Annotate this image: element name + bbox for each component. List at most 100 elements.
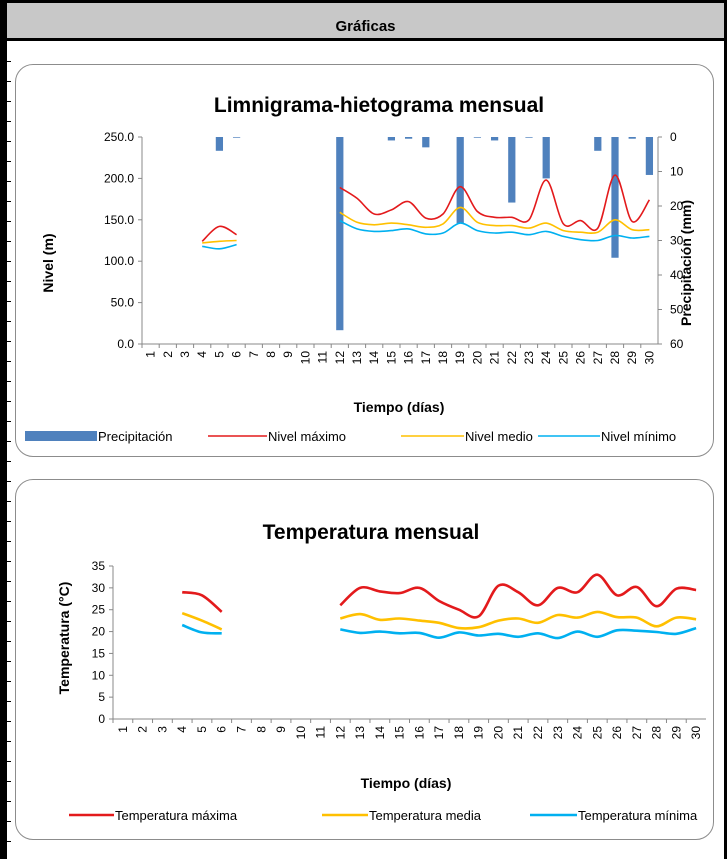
- x-tick-label: 9: [274, 726, 288, 733]
- x-tick-label: 11: [316, 351, 330, 364]
- series-line: [339, 573, 697, 619]
- legend-label: Temperatura mínima: [578, 808, 698, 823]
- y2-axis-label: Precipitación (mm): [678, 200, 694, 326]
- x-tick-label: 19: [453, 351, 467, 365]
- y-tick-label: 0.0: [117, 337, 134, 351]
- x-tick-label: 13: [353, 726, 367, 740]
- x-tick-label: 25: [556, 351, 570, 365]
- x-tick-label: 28: [650, 726, 664, 740]
- y-tick-label: 20: [92, 625, 106, 639]
- series-line: [202, 243, 237, 250]
- x-tick-label: 6: [230, 351, 244, 358]
- x-tick-label: 10: [298, 351, 312, 365]
- legend-label: Nivel medio: [465, 429, 533, 444]
- x-tick-label: 30: [689, 726, 703, 740]
- precip-bar: [542, 137, 550, 179]
- precip-bar: [611, 137, 619, 258]
- x-tick-label: 23: [551, 726, 565, 740]
- x-tick-label: 12: [333, 726, 347, 740]
- precip-bar: [525, 137, 533, 138]
- x-tick-label: 28: [608, 351, 622, 365]
- x-tick-label: 21: [488, 351, 502, 365]
- x-tick-label: 29: [669, 726, 683, 740]
- x-tick-label: 7: [247, 351, 261, 358]
- legend-label: Nivel máximo: [268, 429, 346, 444]
- x-tick-label: 16: [412, 726, 426, 740]
- x-tick-label: 22: [531, 726, 545, 740]
- x-tick-label: 3: [155, 726, 169, 733]
- precip-bar: [336, 137, 344, 331]
- y-tick-label: 50.0: [111, 296, 135, 310]
- precip-bar: [628, 137, 636, 139]
- y2-tick-label: 60: [670, 337, 684, 351]
- limnigrama-chart: Limnigrama-hietograma mensual 0.0 50.0 100…: [25, 94, 694, 444]
- precip-bar: [594, 137, 602, 151]
- sheet-row-ticks: [0, 41, 11, 859]
- x-tick-label: 1: [144, 351, 158, 358]
- legend-label: Nivel mínimo: [601, 429, 676, 444]
- x-tick-label: 8: [264, 351, 278, 358]
- x-tick-label: 22: [505, 351, 519, 365]
- x-tick-label: 24: [571, 726, 585, 740]
- x-tick-label: 15: [393, 726, 407, 740]
- precip-bar: [422, 137, 430, 148]
- x-tick-label: 14: [373, 726, 387, 740]
- x-tick-label: 12: [333, 351, 347, 365]
- y-tick-label: 200.0: [104, 171, 134, 185]
- series-line: [202, 239, 237, 244]
- x-tick-label: 26: [610, 726, 624, 740]
- y-tick-label: 15: [92, 646, 106, 660]
- x-tick-label: 25: [590, 726, 604, 740]
- precip-bar: [645, 137, 654, 175]
- x-tick-label: 7: [234, 726, 248, 733]
- header-bar: Gráficas: [7, 3, 724, 41]
- precip-bar: [215, 137, 224, 151]
- series-line: [201, 225, 238, 242]
- legend-label: Temperatura máxima: [115, 808, 238, 823]
- limnigrama-panel: Limnigrama-hietograma mensual 0.0 50.0 100…: [15, 64, 714, 457]
- temperatura-panel: Temperatura mensual 0 5 10 15 20 25 30 35 1 2 3 4 5 6…: [15, 479, 714, 840]
- x-tick-label: 19: [472, 726, 486, 740]
- x-tick-label: 15: [384, 351, 398, 365]
- x-tick-label: 27: [591, 351, 605, 365]
- x-tick-label: 23: [522, 351, 536, 365]
- x-tick-label: 5: [212, 351, 226, 358]
- y2-tick-label: 50: [670, 303, 684, 317]
- y-axis-label: Temperatura (°C): [56, 582, 72, 695]
- y-tick-label: 35: [92, 559, 106, 573]
- y-tick-label: 0: [98, 712, 105, 726]
- y-tick-label: 100.0: [104, 254, 134, 268]
- x-tick-label: 4: [195, 351, 209, 358]
- x-tick-label: 30: [642, 351, 656, 365]
- x-tick-label: 8: [254, 726, 268, 733]
- precip-bar: [490, 137, 499, 141]
- x-axis-label: Tiempo (días): [361, 775, 452, 791]
- y2-tick-label: 30: [670, 234, 684, 248]
- x-axis-label: Tiempo (días): [354, 399, 445, 415]
- x-tick-label: 20: [470, 351, 484, 365]
- x-tick-label: 18: [436, 351, 450, 365]
- x-tick-label: 14: [367, 351, 381, 365]
- y-tick-label: 5: [98, 690, 105, 704]
- x-tick-label: 20: [491, 726, 505, 740]
- y2-tick-label: 40: [670, 268, 684, 282]
- y2-tick-label: 10: [670, 165, 684, 179]
- series-line: [182, 590, 223, 613]
- x-tick-label: 16: [402, 351, 416, 365]
- legend-swatch: [25, 431, 97, 441]
- x-tick-label: 17: [432, 726, 446, 740]
- y-axis-label: Nivel (m): [40, 233, 56, 292]
- x-tick-label: 17: [419, 351, 433, 365]
- precip-bar: [387, 137, 396, 141]
- chart-title: Limnigrama-hietograma mensual: [214, 94, 544, 117]
- precip-bar: [232, 137, 241, 138]
- series-line: [339, 206, 650, 235]
- y-tick-label: 150.0: [104, 213, 134, 227]
- precip-bar: [404, 137, 413, 139]
- chart-title: Temperatura mensual: [263, 521, 480, 544]
- series-line: [339, 174, 651, 232]
- y-tick-label: 10: [92, 668, 106, 682]
- series-line: [339, 610, 697, 630]
